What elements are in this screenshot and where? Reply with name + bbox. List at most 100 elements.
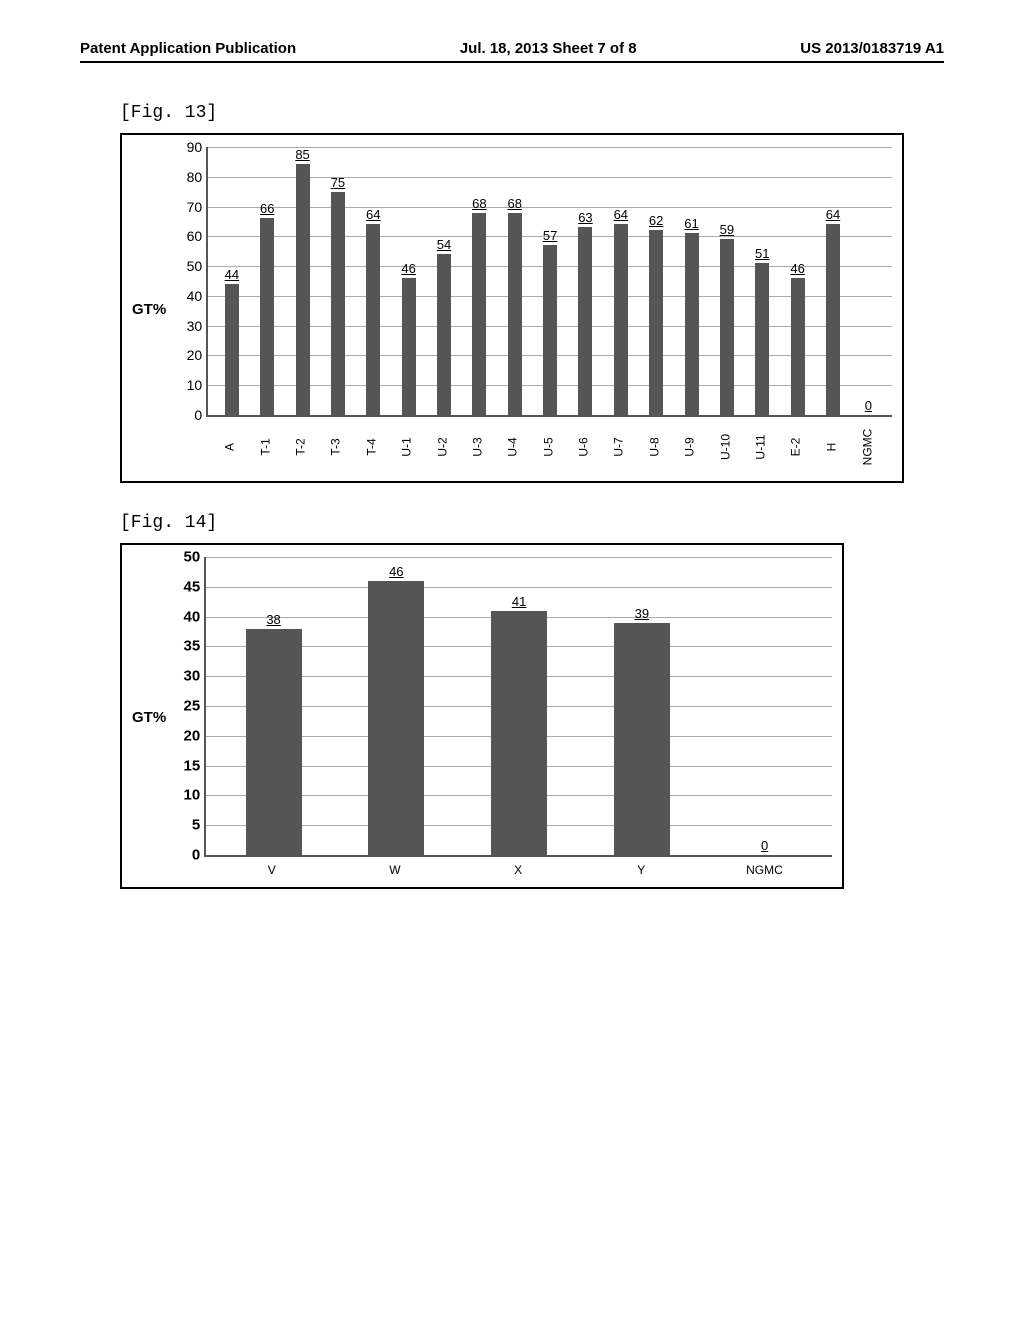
bar-value-label: 41 xyxy=(512,594,526,609)
xtick-label: X xyxy=(457,863,580,877)
bar-value-label: 46 xyxy=(401,261,415,276)
bar-wrap: 51 xyxy=(745,147,780,415)
xtick-label: NGMC xyxy=(844,429,892,466)
fig13-ylabel: GT% xyxy=(132,301,166,318)
ytick-label: 5 xyxy=(174,817,200,834)
bars-container: 4466857564465468685763646261595146640 xyxy=(208,147,892,415)
bar-value-label: 38 xyxy=(266,612,280,627)
bar-wrap: 46 xyxy=(391,147,426,415)
bar-value-label: 59 xyxy=(720,222,734,237)
bar-wrap: 63 xyxy=(568,147,603,415)
ytick-label: 0 xyxy=(172,407,202,423)
ytick-label: 50 xyxy=(174,549,200,566)
bar xyxy=(366,224,380,415)
page-header: Patent Application Publication Jul. 18, … xyxy=(80,40,944,63)
bar-wrap: 0 xyxy=(851,147,886,415)
ytick-label: 35 xyxy=(174,638,200,655)
bar xyxy=(437,254,451,415)
ytick-label: 0 xyxy=(174,847,200,864)
bar-wrap: 64 xyxy=(815,147,850,415)
bar xyxy=(614,623,670,855)
bar xyxy=(368,581,424,855)
xtick-label: W xyxy=(333,863,456,877)
fig13-chart: GT% 010203040506070809044668575644654686… xyxy=(132,147,892,471)
bar-value-label: 64 xyxy=(614,207,628,222)
fig14-xlabels: VWXYNGMC xyxy=(204,857,832,877)
fig14-chart: GT% 05101520253035404550384641390 VWXYNG… xyxy=(132,557,832,877)
bar xyxy=(225,284,239,415)
bar-value-label: 46 xyxy=(790,261,804,276)
bar-wrap: 66 xyxy=(250,147,285,415)
bar xyxy=(791,278,805,415)
bar-value-label: 39 xyxy=(635,606,649,621)
bar xyxy=(826,224,840,415)
bar-wrap: 62 xyxy=(638,147,673,415)
bar xyxy=(685,233,699,415)
bar xyxy=(472,213,486,415)
fig13-label: [Fig. 13] xyxy=(120,103,944,123)
bar-wrap: 64 xyxy=(603,147,638,415)
bar-wrap: 75 xyxy=(320,147,355,415)
bar-value-label: 68 xyxy=(472,196,486,211)
bar xyxy=(543,245,557,415)
bar-wrap: 64 xyxy=(356,147,391,415)
bar xyxy=(246,629,302,855)
bar-wrap: 38 xyxy=(212,557,335,855)
xtick-label: Y xyxy=(580,863,703,877)
fig14-plot: 05101520253035404550384641390 xyxy=(204,557,832,857)
bar xyxy=(614,224,628,415)
bar-wrap: 85 xyxy=(285,147,320,415)
ytick-label: 90 xyxy=(172,139,202,155)
ytick-label: 30 xyxy=(174,668,200,685)
bar xyxy=(578,227,592,415)
bar-value-label: 0 xyxy=(865,398,872,413)
ytick-label: 30 xyxy=(172,318,202,334)
bar xyxy=(491,611,547,855)
bars-container: 38 46 41 39 0 xyxy=(206,557,832,855)
header-left: Patent Application Publication xyxy=(80,40,296,57)
header-right: US 2013/0183719 A1 xyxy=(800,40,944,57)
bar-wrap: 59 xyxy=(709,147,744,415)
bar-value-label: 66 xyxy=(260,201,274,216)
page: Patent Application Publication Jul. 18, … xyxy=(0,0,1024,1320)
bar-wrap: 44 xyxy=(214,147,249,415)
ytick-label: 20 xyxy=(174,727,200,744)
bar-value-label: 85 xyxy=(295,147,309,162)
ytick-label: 80 xyxy=(172,169,202,185)
bar-wrap: 61 xyxy=(674,147,709,415)
bar-wrap: 46 xyxy=(335,557,458,855)
bar-value-label: 0 xyxy=(761,838,768,853)
bar xyxy=(260,218,274,415)
bar-value-label: 68 xyxy=(507,196,521,211)
bar-wrap: 68 xyxy=(462,147,497,415)
bar-wrap: 54 xyxy=(426,147,461,415)
fig14-frame: GT% 05101520253035404550384641390 VWXYNG… xyxy=(120,543,844,889)
bar xyxy=(755,263,769,415)
ytick-label: 10 xyxy=(172,377,202,393)
bar-value-label: 57 xyxy=(543,228,557,243)
fig14-ylabel: GT% xyxy=(132,709,166,726)
bar xyxy=(649,230,663,415)
ytick-label: 60 xyxy=(172,228,202,244)
bar xyxy=(331,192,345,415)
bar-value-label: 54 xyxy=(437,237,451,252)
bar xyxy=(508,213,522,415)
bar xyxy=(296,164,310,415)
bar-wrap: 68 xyxy=(497,147,532,415)
ytick-label: 10 xyxy=(174,787,200,804)
ytick-label: 40 xyxy=(172,288,202,304)
bar-wrap: 57 xyxy=(532,147,567,415)
fig14-label: [Fig. 14] xyxy=(120,513,944,533)
bar-value-label: 46 xyxy=(389,564,403,579)
bar xyxy=(720,239,734,415)
ytick-label: 40 xyxy=(174,608,200,625)
bar-wrap: 41 xyxy=(458,557,581,855)
bar-value-label: 61 xyxy=(684,216,698,231)
fig13-frame: GT% 010203040506070809044668575644654686… xyxy=(120,133,904,483)
bar xyxy=(402,278,416,415)
bar-wrap: 46 xyxy=(780,147,815,415)
bar-value-label: 44 xyxy=(225,267,239,282)
fig13-xlabels: AT-1T-2T-3T-4U-1U-2U-3U-4U-5U-6U-7U-8U-9… xyxy=(206,417,892,471)
ytick-label: 15 xyxy=(174,757,200,774)
bar-value-label: 64 xyxy=(826,207,840,222)
